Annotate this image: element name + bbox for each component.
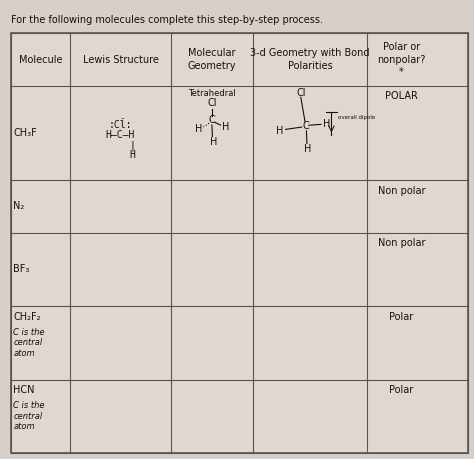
- Text: Molecule: Molecule: [19, 55, 62, 65]
- Text: H: H: [210, 137, 217, 147]
- Text: Polar or
nonpolar?
*: Polar or nonpolar? *: [377, 42, 426, 77]
- Text: H: H: [129, 150, 135, 160]
- Text: H: H: [276, 126, 283, 136]
- Text: Non polar: Non polar: [378, 186, 425, 196]
- Text: C is the
central
atom: C is the central atom: [13, 328, 45, 358]
- Text: C: C: [209, 116, 215, 125]
- Text: Cl: Cl: [207, 98, 217, 108]
- Text: Non polar: Non polar: [378, 238, 425, 248]
- Text: N₂: N₂: [13, 202, 25, 212]
- Text: H: H: [304, 144, 311, 154]
- Text: Polar: Polar: [390, 385, 414, 395]
- Text: H–C–H: H–C–H: [106, 130, 135, 140]
- Text: CH₂F₂: CH₂F₂: [13, 312, 41, 322]
- Text: C: C: [302, 121, 309, 131]
- Text: C is the
central
atom: C is the central atom: [13, 402, 45, 431]
- Text: CH₃F: CH₃F: [13, 128, 37, 138]
- Text: HCN: HCN: [13, 385, 35, 395]
- Text: BF₃: BF₃: [13, 264, 29, 274]
- Text: For the following molecules complete this step-by-step process.: For the following molecules complete thi…: [11, 15, 323, 25]
- Text: 3-d Geometry with Bond
Polarities: 3-d Geometry with Bond Polarities: [250, 48, 370, 71]
- Text: Cl: Cl: [296, 88, 306, 98]
- Text: H: H: [222, 122, 230, 132]
- Text: H: H: [323, 119, 330, 129]
- Text: H: H: [195, 123, 202, 134]
- Text: Polar: Polar: [390, 312, 414, 322]
- Text: Molecular
Geometry: Molecular Geometry: [188, 48, 236, 71]
- Text: Lewis Structure: Lewis Structure: [82, 55, 158, 65]
- Text: ··: ··: [120, 116, 125, 122]
- Text: :Cl:: :Cl:: [109, 120, 132, 130]
- Text: overall dipole: overall dipole: [338, 115, 376, 119]
- Text: |: |: [129, 140, 135, 151]
- Text: Tetrahedral: Tetrahedral: [188, 90, 236, 98]
- Text: POLAR: POLAR: [385, 91, 418, 101]
